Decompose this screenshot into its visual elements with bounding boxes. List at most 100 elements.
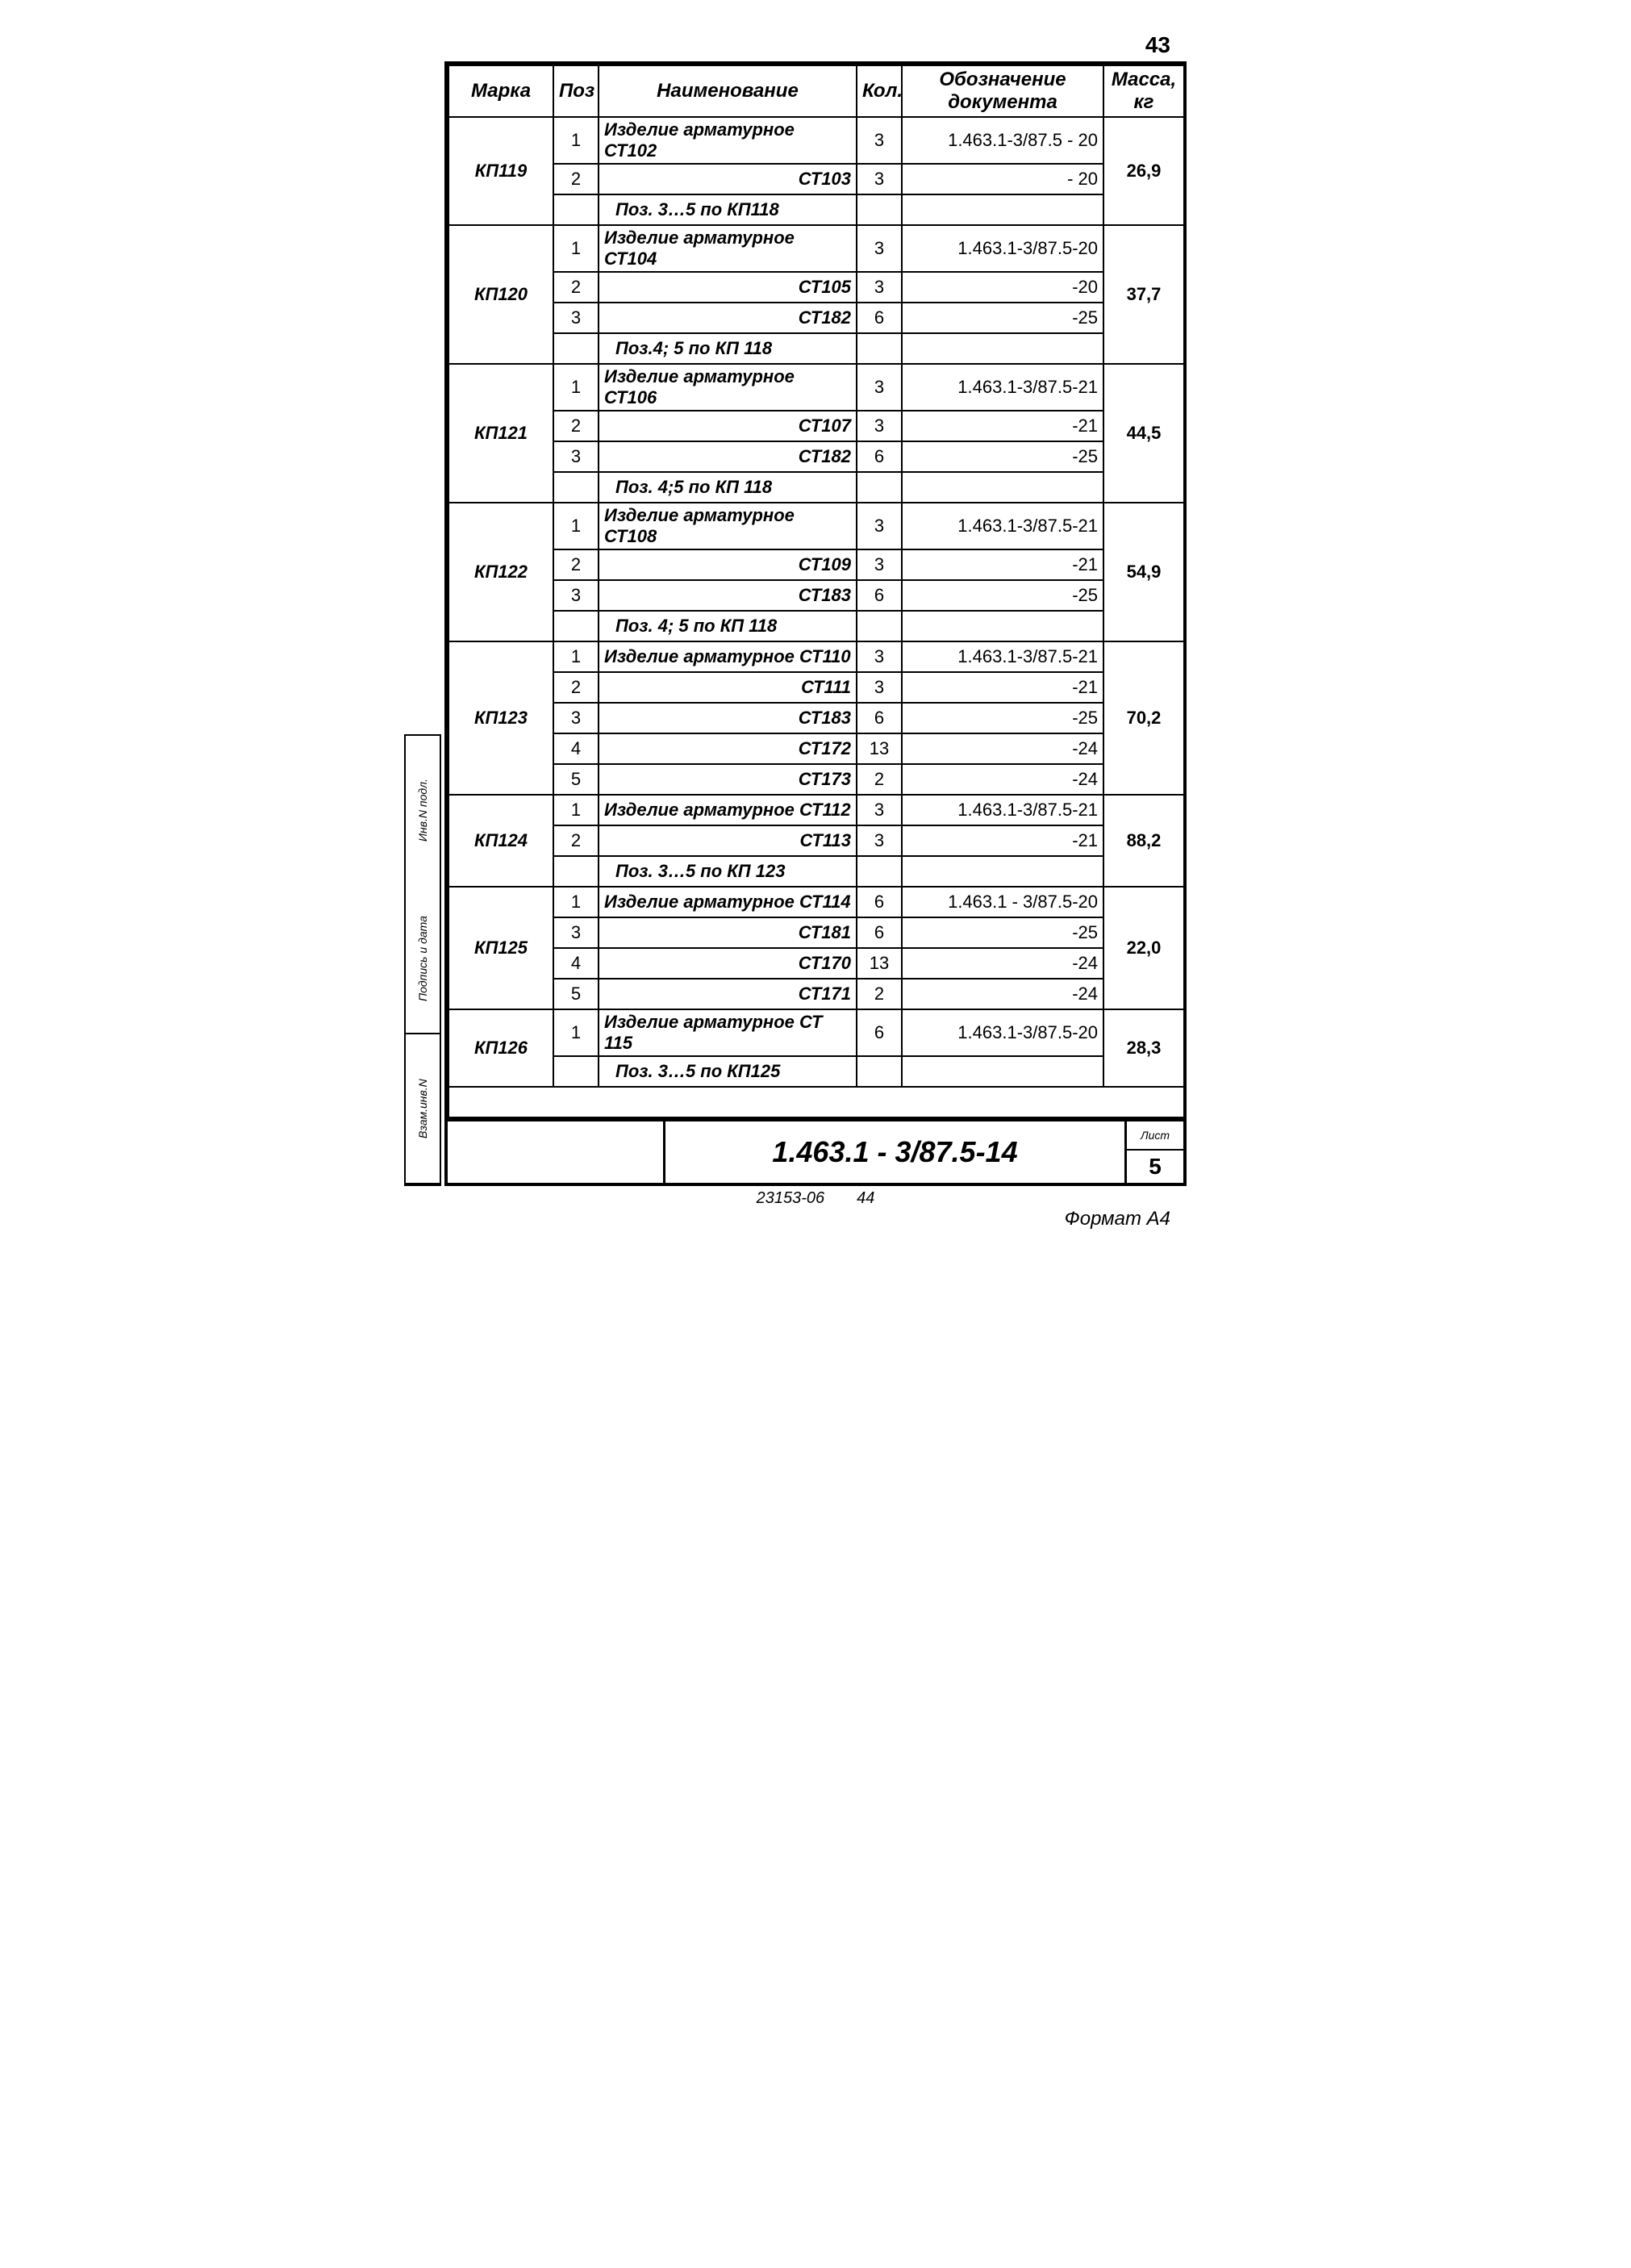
- doc-cell: -20: [902, 272, 1103, 303]
- mass-cell: 28,3: [1103, 1009, 1184, 1087]
- marka-cell: КП120: [448, 225, 553, 364]
- doc-cell: -24: [902, 764, 1103, 795]
- kol-cell: 3: [857, 164, 902, 194]
- doc-cell: 1.463.1-3/87.5 - 20: [902, 117, 1103, 164]
- specification-table: Марка Поз Наименование Кол. Обозначение …: [448, 65, 1185, 1118]
- name-cell: СТ183: [599, 580, 857, 611]
- side-label: Инв.N подл.: [406, 736, 440, 884]
- kol-cell: 3: [857, 272, 902, 303]
- table-row: Поз. 4; 5 по КП 118: [448, 611, 1184, 641]
- note-cell: Поз. 3…5 по КП 123: [599, 856, 857, 887]
- table-row: КП1241Изделие арматурное СТ11231.463.1-3…: [448, 795, 1184, 825]
- poz-cell: 1: [553, 1009, 599, 1056]
- col-poz: Поз: [553, 65, 599, 117]
- table-row: Поз.4; 5 по КП 118: [448, 333, 1184, 364]
- poz-cell: 1: [553, 503, 599, 549]
- note-cell: Поз.4; 5 по КП 118: [599, 333, 857, 364]
- table-row: КП1251Изделие арматурное СТ11461.463.1 -…: [448, 887, 1184, 917]
- kol-cell: 3: [857, 503, 902, 549]
- kol-cell: 6: [857, 441, 902, 472]
- poz-cell: 1: [553, 117, 599, 164]
- name-cell: СТ173: [599, 764, 857, 795]
- doc-cell: [902, 856, 1103, 887]
- poz-cell: 2: [553, 549, 599, 580]
- page-number: 43: [444, 32, 1187, 58]
- doc-cell: -25: [902, 303, 1103, 333]
- table-row: Поз. 3…5 по КП125: [448, 1056, 1184, 1087]
- table-row: Поз. 3…5 по КП118: [448, 194, 1184, 225]
- doc-cell: -25: [902, 703, 1103, 733]
- kol-cell: 13: [857, 948, 902, 979]
- name-cell: Изделие арматурное СТ102: [599, 117, 857, 164]
- mass-cell: 54,9: [1103, 503, 1184, 641]
- table-row: Поз. 3…5 по КП 123: [448, 856, 1184, 887]
- poz-cell: 2: [553, 164, 599, 194]
- kol-cell: 3: [857, 795, 902, 825]
- poz-cell: 3: [553, 580, 599, 611]
- kol-cell: 3: [857, 364, 902, 411]
- note-cell: Поз. 3…5 по КП118: [599, 194, 857, 225]
- name-cell: Изделие арматурное СТ114: [599, 887, 857, 917]
- name-cell: СТ103: [599, 164, 857, 194]
- mass-cell: 70,2: [1103, 641, 1184, 795]
- doc-cell: [902, 333, 1103, 364]
- poz-cell: 1: [553, 887, 599, 917]
- table-row: КП1261Изделие арматурное СТ 11561.463.1-…: [448, 1009, 1184, 1056]
- doc-cell: -25: [902, 580, 1103, 611]
- doc-cell: 1.463.1-3/87.5-21: [902, 641, 1103, 672]
- col-name: Наименование: [599, 65, 857, 117]
- poz-cell: 3: [553, 917, 599, 948]
- table-row: 3СТ1836-25: [448, 580, 1184, 611]
- doc-cell: -21: [902, 825, 1103, 856]
- kol-cell: 3: [857, 672, 902, 703]
- kol-cell: [857, 472, 902, 503]
- table-row: КП1231Изделие арматурное СТ11031.463.1-3…: [448, 641, 1184, 672]
- doc-cell: 1.463.1 - 3/87.5-20: [902, 887, 1103, 917]
- name-cell: Изделие арматурное СТ106: [599, 364, 857, 411]
- titleblock-left: [448, 1121, 665, 1183]
- doc-cell: 1.463.1-3/87.5-21: [902, 795, 1103, 825]
- poz-cell: 2: [553, 411, 599, 441]
- doc-cell: 1.463.1-3/87.5-20: [902, 225, 1103, 272]
- table-row: КП1201Изделие арматурное СТ10431.463.1-3…: [448, 225, 1184, 272]
- table-row: 3СТ1816-25: [448, 917, 1184, 948]
- poz-cell: 2: [553, 825, 599, 856]
- doc-cell: -24: [902, 733, 1103, 764]
- col-marka: Марка: [448, 65, 553, 117]
- name-cell: Изделие арматурное СТ 115: [599, 1009, 857, 1056]
- marka-cell: КП121: [448, 364, 553, 503]
- name-cell: Изделие арматурное СТ104: [599, 225, 857, 272]
- doc-cell: [902, 194, 1103, 225]
- name-cell: Изделие арматурное СТ108: [599, 503, 857, 549]
- poz-cell: 4: [553, 948, 599, 979]
- table-row: КП1211Изделие арматурное СТ10631.463.1-3…: [448, 364, 1184, 411]
- name-cell: СТ182: [599, 441, 857, 472]
- mass-cell: 37,7: [1103, 225, 1184, 364]
- poz-cell: [553, 472, 599, 503]
- note-cell: Поз. 4; 5 по КП 118: [599, 611, 857, 641]
- kol-cell: 3: [857, 549, 902, 580]
- poz-cell: 1: [553, 641, 599, 672]
- name-cell: Изделие арматурное СТ112: [599, 795, 857, 825]
- poz-cell: 1: [553, 225, 599, 272]
- name-cell: СТ170: [599, 948, 857, 979]
- kol-cell: [857, 611, 902, 641]
- doc-cell: 1.463.1-3/87.5-21: [902, 364, 1103, 411]
- mass-cell: 22,0: [1103, 887, 1184, 1009]
- poz-cell: 3: [553, 703, 599, 733]
- note-cell: Поз. 4;5 по КП 118: [599, 472, 857, 503]
- marka-cell: КП125: [448, 887, 553, 1009]
- marka-cell: КП124: [448, 795, 553, 887]
- name-cell: СТ171: [599, 979, 857, 1009]
- name-cell: СТ109: [599, 549, 857, 580]
- doc-cell: [902, 1056, 1103, 1087]
- poz-cell: 1: [553, 364, 599, 411]
- table-row: 2СТ1093-21: [448, 549, 1184, 580]
- table-row: 2СТ1073-21: [448, 411, 1184, 441]
- table-row: 2СТ1033- 20: [448, 164, 1184, 194]
- table-row: 2СТ1133-21: [448, 825, 1184, 856]
- table-row: 4СТ17213-24: [448, 733, 1184, 764]
- kol-cell: 6: [857, 303, 902, 333]
- sheet-number: 5: [1127, 1151, 1183, 1183]
- table-row: 5СТ1732-24: [448, 764, 1184, 795]
